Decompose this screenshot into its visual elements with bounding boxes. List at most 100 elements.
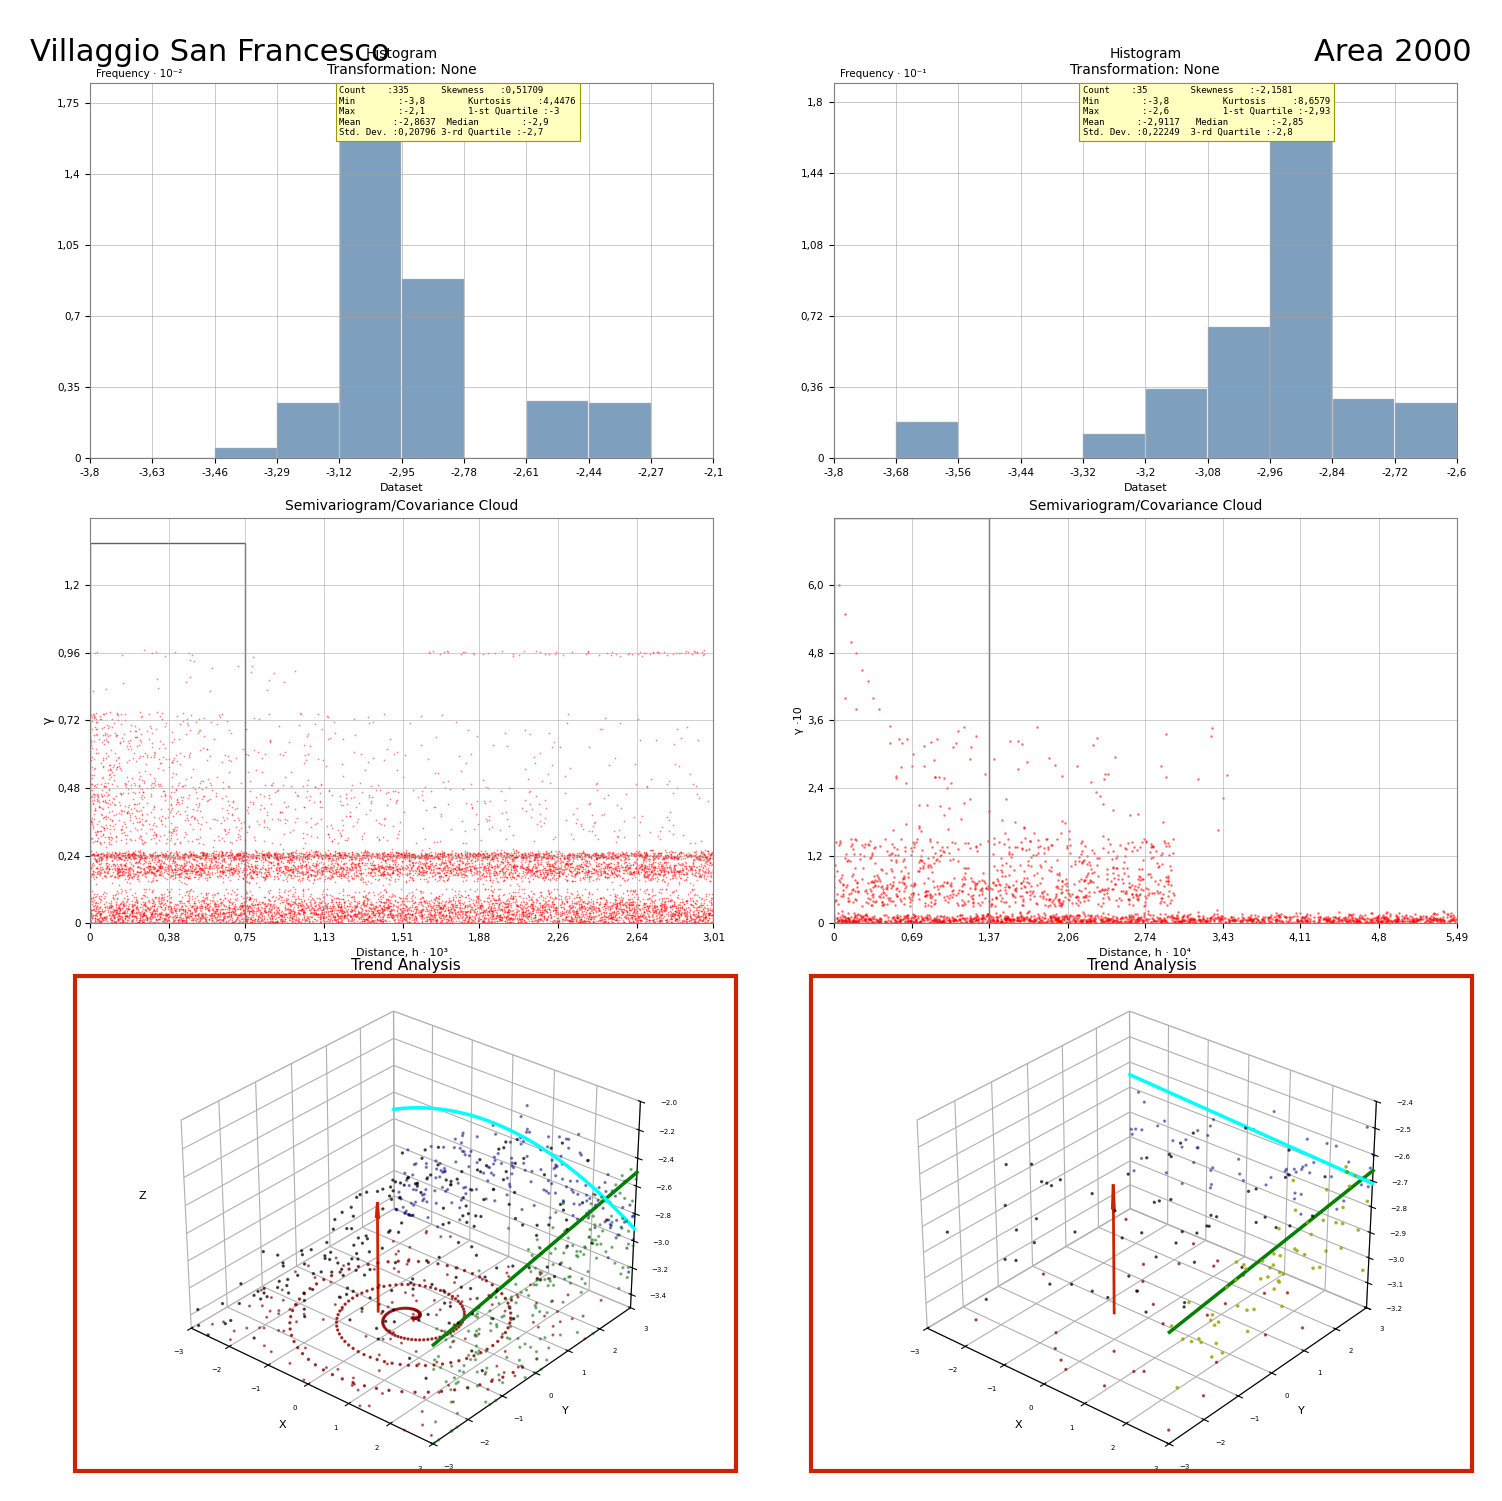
- Point: [500, 838, 524, 862]
- Point: [900, 910, 924, 934]
- Point: [143, 901, 167, 925]
- Point: [427, 896, 451, 920]
- Point: [1080, 838, 1104, 862]
- Point: [125, 844, 149, 868]
- Point: [529, 908, 553, 932]
- Point: [1041, 890, 1065, 914]
- Point: [251, 844, 275, 868]
- Point: [266, 868, 290, 892]
- Point: [526, 859, 550, 883]
- Point: [509, 898, 533, 922]
- Point: [626, 886, 650, 910]
- Point: [565, 899, 589, 923]
- Point: [433, 639, 457, 663]
- Point: [227, 848, 251, 872]
- Point: [828, 830, 852, 854]
- Point: [158, 904, 182, 928]
- Point: [318, 814, 342, 838]
- Point: [312, 860, 336, 884]
- Point: [532, 907, 556, 931]
- Point: [1077, 908, 1101, 932]
- Point: [446, 857, 470, 881]
- Point: [598, 898, 622, 922]
- Point: [673, 639, 697, 663]
- Point: [605, 896, 629, 920]
- Point: [1284, 904, 1308, 928]
- Point: [568, 854, 592, 878]
- Point: [506, 865, 530, 889]
- Point: [1152, 910, 1176, 934]
- Point: [650, 890, 674, 914]
- Point: [342, 884, 366, 908]
- Point: [240, 902, 264, 926]
- Point: [252, 910, 276, 934]
- Point: [131, 832, 155, 856]
- Point: [556, 851, 580, 875]
- Point: [278, 845, 302, 869]
- Point: [89, 842, 113, 866]
- Point: [117, 845, 141, 869]
- Point: [116, 862, 140, 886]
- Point: [194, 811, 218, 835]
- Point: [487, 889, 511, 913]
- Point: [993, 908, 1017, 932]
- Point: [174, 893, 198, 917]
- Point: [430, 839, 454, 863]
- Point: [194, 775, 218, 799]
- Point: [279, 893, 303, 917]
- Point: [1048, 910, 1072, 934]
- Point: [697, 859, 721, 883]
- Point: [140, 827, 164, 851]
- Point: [943, 908, 967, 932]
- Point: [844, 908, 868, 932]
- Point: [264, 862, 288, 886]
- Point: [518, 862, 542, 886]
- Point: [566, 844, 590, 868]
- Point: [683, 639, 707, 663]
- Point: [326, 911, 350, 935]
- Point: [302, 863, 326, 887]
- Point: [86, 788, 110, 812]
- Point: [628, 907, 652, 931]
- Point: [351, 892, 376, 916]
- Point: [147, 902, 171, 926]
- Point: [478, 899, 502, 923]
- Point: [1002, 907, 1026, 931]
- Point: [83, 866, 107, 890]
- Point: [1425, 908, 1449, 932]
- Point: [308, 860, 332, 884]
- Point: [422, 845, 446, 869]
- Point: [613, 905, 637, 929]
- Point: [523, 860, 547, 884]
- Point: [350, 850, 374, 874]
- Point: [1154, 835, 1178, 859]
- Point: [449, 845, 473, 869]
- Point: [1194, 908, 1218, 932]
- Point: [206, 857, 230, 881]
- Point: [114, 904, 138, 928]
- Point: [344, 904, 368, 928]
- Point: [185, 895, 209, 919]
- Point: [1101, 904, 1125, 928]
- Point: [197, 907, 221, 931]
- Point: [312, 869, 336, 893]
- Point: [1146, 881, 1170, 905]
- Point: [922, 875, 946, 899]
- Point: [927, 881, 951, 905]
- Point: [494, 895, 518, 919]
- Point: [628, 842, 652, 866]
- Point: [1054, 902, 1078, 926]
- Point: [165, 857, 189, 881]
- Point: [523, 844, 547, 868]
- Point: [266, 853, 290, 877]
- Point: [604, 895, 628, 919]
- Point: [137, 812, 161, 836]
- Point: [1436, 905, 1460, 929]
- Point: [565, 907, 589, 931]
- Point: [596, 905, 620, 929]
- Point: [330, 845, 354, 869]
- Point: [400, 908, 424, 932]
- Point: [351, 904, 376, 928]
- Point: [604, 892, 628, 916]
- Point: [149, 901, 173, 925]
